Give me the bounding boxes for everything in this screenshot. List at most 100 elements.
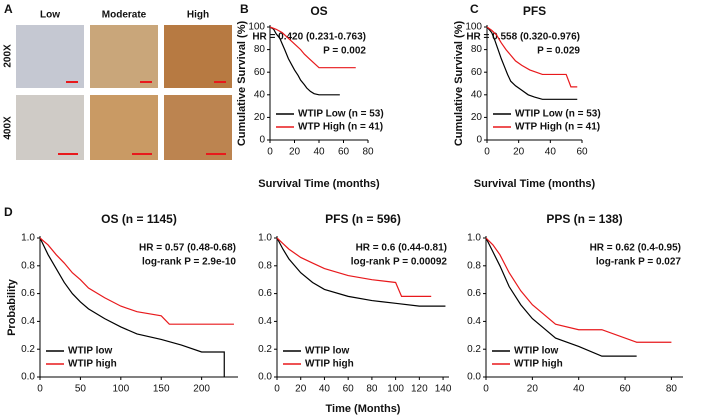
x-axis-label: Time (Months) — [326, 403, 401, 415]
y-tick-label: 1.0 — [21, 233, 35, 244]
x-tick-label: 40 — [545, 147, 557, 158]
x-tick-label: 60 — [338, 147, 350, 158]
x-tick-label: 0 — [483, 384, 489, 395]
annotation: log-rank P = 0.00092 — [351, 257, 448, 268]
panel-label: B — [240, 2, 249, 16]
y-tick-label: 0.0 — [21, 372, 35, 383]
legend-label: WTP High (n = 41) — [298, 122, 383, 133]
y-axis-label: Cumulative Survival (%) — [453, 21, 465, 147]
x-tick-label: 20 — [513, 147, 525, 158]
legend-label: WTIP Low (n = 53) — [515, 109, 601, 120]
panel-label: D — [4, 205, 13, 219]
y-tick-label: 60 — [254, 67, 266, 78]
survival-line — [39, 237, 234, 325]
x-tick-label: 20 — [289, 147, 301, 158]
legend-label: WTIP low — [305, 346, 349, 357]
legend-label: WTIP low — [514, 346, 558, 357]
y-tick-label: 0.2 — [258, 344, 272, 355]
annotation: HR = 0.57 (0.48-0.68) — [139, 243, 236, 254]
x-tick-label: 60 — [619, 384, 631, 395]
annotation: HR = 0.62 (0.4-0.95) — [590, 243, 681, 254]
y-tick-label: 0.6 — [467, 288, 481, 299]
x-tick-label: 150 — [153, 384, 170, 395]
chart-title: PFS — [523, 4, 546, 18]
legend-label: WTIP high — [514, 359, 563, 370]
y-tick-label: 0.6 — [21, 288, 35, 299]
panel-label: C — [470, 2, 479, 16]
y-axis-label: Cumulative Survival (%) — [236, 21, 248, 147]
y-tick-label: 0.0 — [258, 372, 272, 383]
x-tick-label: 0 — [267, 147, 273, 158]
y-tick-label: 0.4 — [258, 316, 272, 327]
survival-line — [269, 26, 340, 96]
chart-title: PFS (n = 596) — [325, 212, 401, 226]
annotation: log-rank P = 2.9e-10 — [142, 257, 236, 268]
legend-label: WTIP Low (n = 53) — [298, 109, 384, 120]
y-tick-label: 0.2 — [21, 344, 35, 355]
survival-line — [486, 26, 578, 100]
ihc-row: 400X — [3, 116, 14, 140]
survival-line — [485, 237, 672, 343]
survival-line — [39, 237, 225, 377]
y-tick-label: 60 — [471, 67, 483, 78]
x-axis-label: Survival Time (months) — [258, 178, 380, 190]
ihc-image — [16, 25, 84, 88]
y-tick-label: 40 — [254, 89, 266, 100]
x-tick-label: 40 — [313, 147, 325, 158]
x-tick-label: 20 — [295, 384, 307, 395]
y-tick-label: 100 — [248, 22, 265, 33]
y-tick-label: 20 — [254, 112, 266, 123]
ihc-image — [16, 95, 84, 160]
y-tick-label: 100 — [465, 22, 482, 33]
y-tick-label: 80 — [471, 44, 483, 55]
ihc-images — [16, 25, 232, 160]
chart-title: OS — [310, 4, 327, 18]
x-tick-label: 120 — [411, 384, 428, 395]
x-tick-label: 140 — [435, 384, 452, 395]
annotation: log-rank P = 0.027 — [596, 257, 682, 268]
y-tick-label: 0.4 — [467, 316, 481, 327]
survival-line — [269, 26, 356, 69]
x-tick-label: 0 — [37, 384, 43, 395]
y-tick-label: 0.8 — [21, 260, 35, 271]
x-tick-label: 40 — [573, 384, 585, 395]
y-tick-label: 1.0 — [258, 233, 272, 244]
x-tick-label: 0 — [484, 147, 490, 158]
ihc-column: High — [187, 10, 209, 21]
annotation: HR = 0.6 (0.44-0.81) — [356, 243, 447, 254]
y-tick-label: 0.8 — [467, 260, 481, 271]
ihc-column: Moderate — [102, 10, 147, 21]
y-tick-label: 0.2 — [467, 344, 481, 355]
x-tick-label: 100 — [387, 384, 404, 395]
y-axis-label: Probability — [6, 278, 18, 336]
y-tick-label: 0.6 — [258, 288, 272, 299]
ihc-image — [90, 95, 158, 160]
y-tick-label: 0.4 — [21, 316, 35, 327]
survival-line — [485, 237, 637, 357]
x-tick-label: 80 — [366, 384, 378, 395]
legend-label: WTIP high — [68, 359, 117, 370]
survival-line — [486, 26, 578, 88]
x-tick-label: 100 — [112, 384, 129, 395]
y-tick-label: 1.0 — [467, 233, 481, 244]
y-tick-label: 80 — [254, 44, 266, 55]
x-tick-label: 40 — [319, 384, 331, 395]
x-tick-label: 60 — [576, 147, 588, 158]
survival-line — [276, 237, 432, 297]
annotation: P = 0.002 — [323, 46, 366, 57]
x-tick-label: 80 — [666, 384, 678, 395]
y-tick-label: 0.0 — [467, 372, 481, 383]
legend-label: WTIP low — [68, 346, 112, 357]
survival-line — [276, 237, 446, 307]
y-tick-label: 20 — [471, 112, 483, 123]
chart-title: OS (n = 1145) — [101, 212, 177, 226]
annotation: HR = 0.420 (0.231-0.763) — [252, 32, 366, 43]
panel-label: A — [4, 2, 13, 16]
x-axis-label: Survival Time (months) — [474, 178, 596, 190]
y-tick-label: 0 — [259, 135, 265, 146]
ihc-image — [164, 95, 232, 160]
x-tick-label: 60 — [343, 384, 355, 395]
y-tick-label: 40 — [471, 89, 483, 100]
x-tick-label: 20 — [527, 384, 539, 395]
